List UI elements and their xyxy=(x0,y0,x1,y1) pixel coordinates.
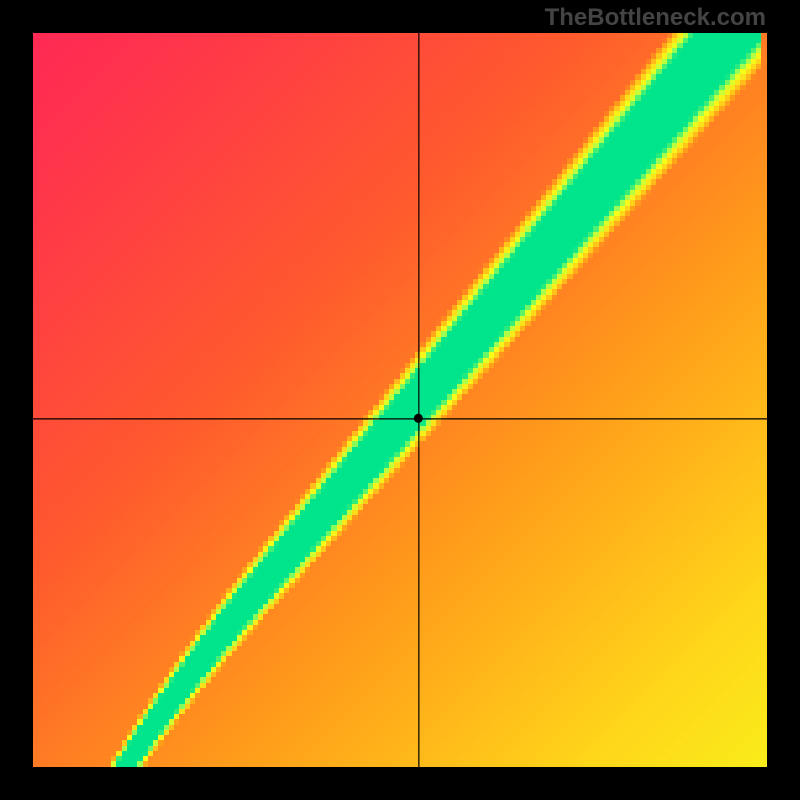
chart-frame: TheBottleneck.com xyxy=(0,0,800,800)
watermark-text: TheBottleneck.com xyxy=(545,4,766,32)
plot-area xyxy=(33,33,767,767)
heatmap-canvas xyxy=(33,33,767,767)
